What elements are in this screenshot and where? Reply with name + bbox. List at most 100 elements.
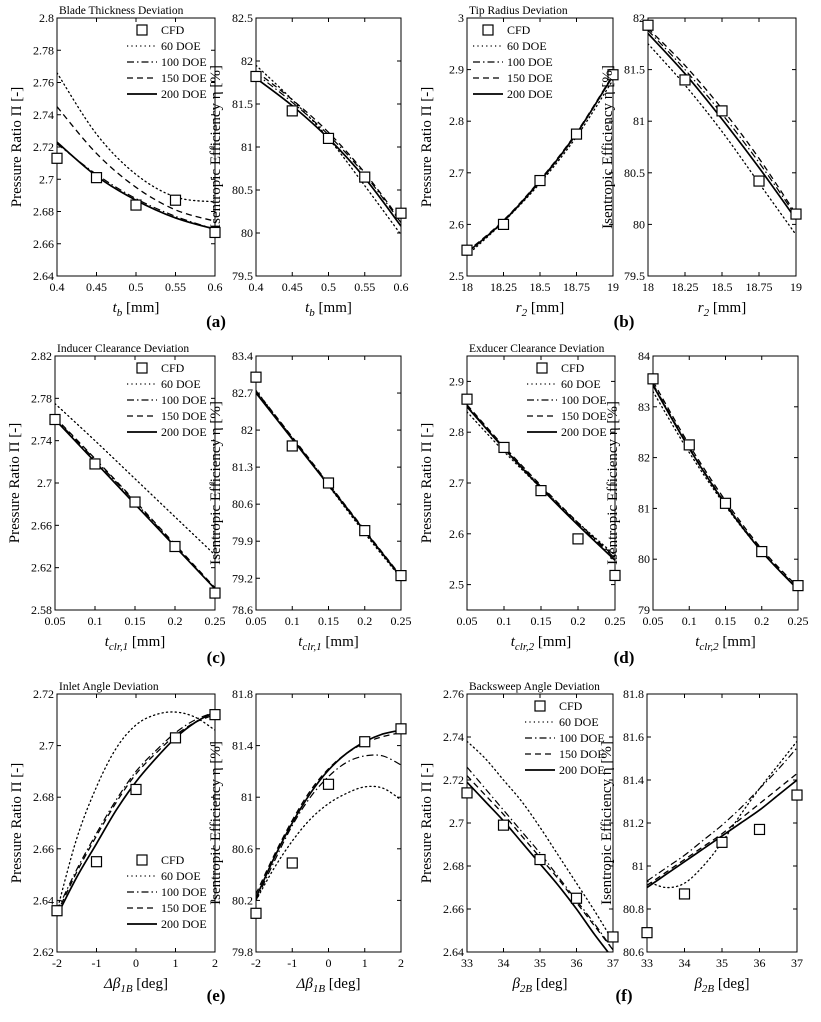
- chart-title: Tip Radius Deviation: [469, 5, 568, 17]
- y-tick-label: 81.8: [623, 687, 644, 701]
- x-tick-label: -2: [251, 956, 261, 970]
- x-tick-label: 37: [791, 956, 803, 970]
- y-tick-label: 2.72: [33, 140, 54, 154]
- y-tick-label: 2.66: [33, 842, 54, 856]
- legend-entry: 100 DOE: [161, 55, 207, 69]
- x-tick-label: 36: [754, 956, 766, 970]
- y-axis-label: Pressure Ratio Π [-]: [9, 763, 25, 883]
- cfd-marker: [286, 105, 298, 117]
- x-tick-label: 0.2: [571, 614, 586, 628]
- series-line-100-doe: [467, 75, 613, 254]
- y-tick-label: 2.68: [33, 205, 54, 219]
- legend-entry: 100 DOE: [507, 55, 553, 69]
- x-tick-label: 0.25: [605, 614, 626, 628]
- x-tick-label: 19: [607, 280, 619, 294]
- series-line-150-doe: [57, 714, 215, 914]
- cfd-marker: [792, 580, 804, 592]
- cfd-marker: [716, 105, 728, 117]
- chart-panel: 18 18.25 18.5 18.75 19 79.5 80 80.5 81 81.5 82 r2 […: [600, 11, 802, 319]
- y-tick-label: 2.74: [31, 434, 52, 448]
- cfd-marker: [607, 931, 619, 943]
- x-tick-label: 18.5: [530, 280, 551, 294]
- series-line-100-doe: [57, 711, 215, 911]
- plot-frame: [652, 355, 799, 611]
- cfd-marker: [250, 907, 262, 919]
- cfd-marker: [286, 857, 298, 869]
- series-line-100-doe: [256, 73, 401, 224]
- cfd-marker: [791, 789, 803, 801]
- series-line-200-doe: [57, 711, 215, 917]
- y-tick-label: 2.7: [37, 476, 52, 490]
- y-tick-label: 80: [241, 226, 253, 240]
- legend-entry: CFD: [507, 23, 531, 37]
- y-tick-label: 2.76: [443, 687, 464, 701]
- y-tick-label: 2.9: [449, 63, 464, 77]
- chart-panel: 33 34 35 36 37 2.64 2.66 2.68 2.7 2.72 2.74 2.76 β2B…: [419, 681, 619, 995]
- legend-cfd-marker: [136, 854, 148, 866]
- legend-entry: CFD: [161, 361, 185, 375]
- legend-entry: 200 DOE: [161, 425, 207, 439]
- cfd-marker: [395, 207, 407, 219]
- y-tick-label: 2.64: [33, 893, 54, 907]
- x-tick-label: 0.1: [682, 614, 697, 628]
- legend-entry: 200 DOE: [161, 917, 207, 931]
- cfd-marker: [89, 458, 101, 470]
- y-tick-label: 81: [638, 501, 650, 515]
- cfd-marker: [461, 787, 473, 799]
- legend-cfd-marker: [534, 700, 546, 712]
- y-tick-label: 81: [633, 114, 645, 128]
- y-tick-label: 2.64: [443, 945, 464, 959]
- series-line-100-doe: [647, 747, 797, 882]
- cfd-marker: [395, 723, 407, 735]
- x-tick-label: 33: [641, 956, 653, 970]
- legend-entry: 60 DOE: [559, 715, 599, 729]
- y-axis-label: Isentropic Efficiency η [%]: [208, 741, 224, 905]
- legend-entry: CFD: [161, 853, 185, 867]
- y-tick-label: 83: [638, 400, 650, 414]
- y-tick-label: 80.6: [232, 842, 253, 856]
- series-line-200-doe: [256, 77, 401, 227]
- y-tick-label: 79.5: [624, 269, 645, 283]
- series-line-60-doe: [57, 72, 215, 203]
- y-tick-label: 2.78: [31, 391, 52, 405]
- cfd-marker: [130, 199, 142, 211]
- y-tick-label: 78.6: [232, 603, 253, 617]
- series-line-60-doe: [57, 711, 215, 912]
- cfd-marker: [461, 244, 473, 256]
- y-axis-label: Pressure Ratio Π [-]: [7, 423, 23, 543]
- chart-panel: 18 18.25 18.5 18.75 19 2.5 2.6 2.7 2.8 2.9 3 r2 [mm…: [419, 5, 619, 319]
- y-tick-label: 81.3: [232, 460, 253, 474]
- y-tick-label: 80.5: [624, 166, 645, 180]
- y-tick-label: 2.64: [33, 269, 54, 283]
- x-axis-label: tclr,2 [mm]: [511, 634, 572, 653]
- y-tick-label: 2.7: [449, 166, 464, 180]
- y-tick-label: 2.62: [33, 945, 54, 959]
- y-tick-label: 2.7: [449, 816, 464, 830]
- legend-cfd-marker: [136, 24, 148, 36]
- y-axis-label: Isentropic Efficiency η [%]: [599, 741, 615, 905]
- cfd-marker: [209, 226, 221, 239]
- y-tick-label: 81.5: [624, 63, 645, 77]
- cfd-marker: [209, 709, 221, 721]
- y-tick-label: 80.6: [232, 497, 253, 511]
- x-tick-label: 1: [173, 956, 179, 970]
- y-tick-label: 82: [633, 11, 645, 25]
- y-tick-label: 2.76: [33, 76, 54, 90]
- series-line-100-doe: [467, 405, 615, 559]
- x-tick-label: 0.55: [354, 280, 375, 294]
- series-line-60-doe: [467, 740, 613, 942]
- y-tick-label: 81.5: [232, 97, 253, 111]
- chart-panel: -2 -1 0 1 2 2.62 2.64 2.66 2.68 2.7 2.72 Δβ1B [deg]…: [9, 681, 221, 995]
- legend-entry: 150 DOE: [559, 747, 605, 761]
- series-line-60-doe: [256, 785, 401, 902]
- legend-entry: 200 DOE: [507, 87, 553, 101]
- chart-title: Backsweep Angle Deviation: [469, 681, 600, 693]
- x-tick-label: 0.25: [788, 614, 809, 628]
- x-axis-label: tclr,1 [mm]: [298, 634, 359, 653]
- y-tick-label: 2.66: [31, 518, 52, 532]
- y-tick-label: 2.82: [31, 349, 52, 363]
- x-tick-label: 37: [607, 956, 619, 970]
- legend-entry: 100 DOE: [161, 393, 207, 407]
- legend-entry: 60 DOE: [161, 39, 201, 53]
